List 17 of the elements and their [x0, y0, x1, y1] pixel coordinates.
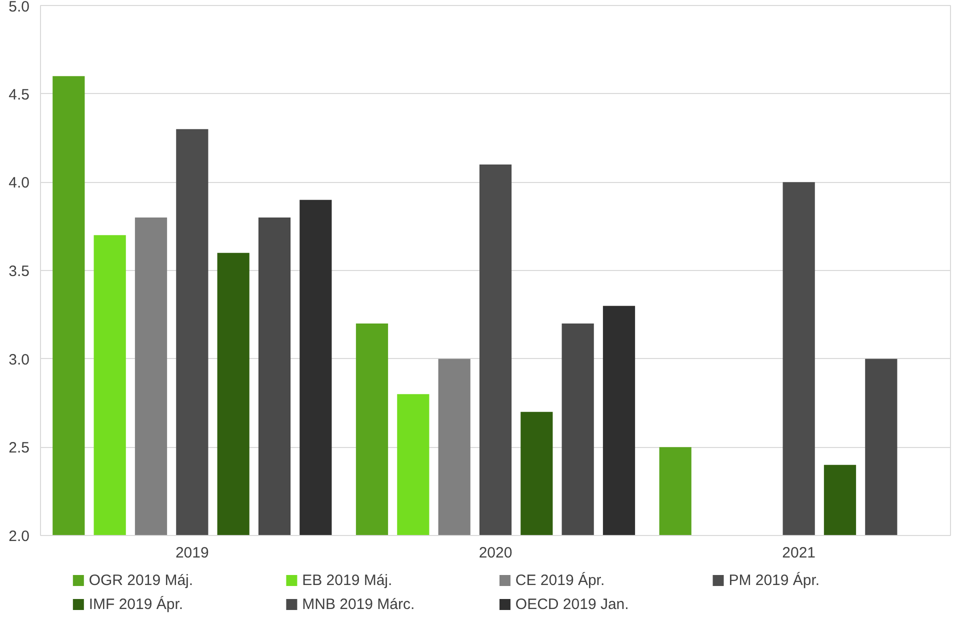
y-tick-label: 4.5: [8, 86, 30, 104]
y-tick-label: 2.0: [8, 528, 30, 545]
x-tick-label: 2021: [782, 544, 816, 562]
legend-label: MNB 2019 Márc.: [302, 596, 415, 613]
y-tick-label: 2.5: [8, 440, 30, 457]
legend-label: CE 2019 Ápr.: [515, 571, 605, 589]
legend-label: PM 2019 Ápr.: [728, 571, 820, 589]
y-tick-label: 4.0: [8, 174, 30, 192]
y-tick-label: 3.0: [8, 351, 30, 368]
legend-label: IMF 2019 Ápr.: [88, 595, 184, 613]
x-tick-label: 2020: [478, 544, 512, 562]
legend-label: OECD 2019 Jan.: [515, 596, 629, 613]
legend-label: OGR 2019 Máj.: [88, 572, 194, 589]
legend-label: EB 2019 Máj.: [302, 572, 392, 589]
y-tick-label: 5.0: [8, 0, 30, 16]
x-tick-label: 2019: [175, 544, 209, 562]
y-tick-label: 3.5: [8, 263, 30, 280]
